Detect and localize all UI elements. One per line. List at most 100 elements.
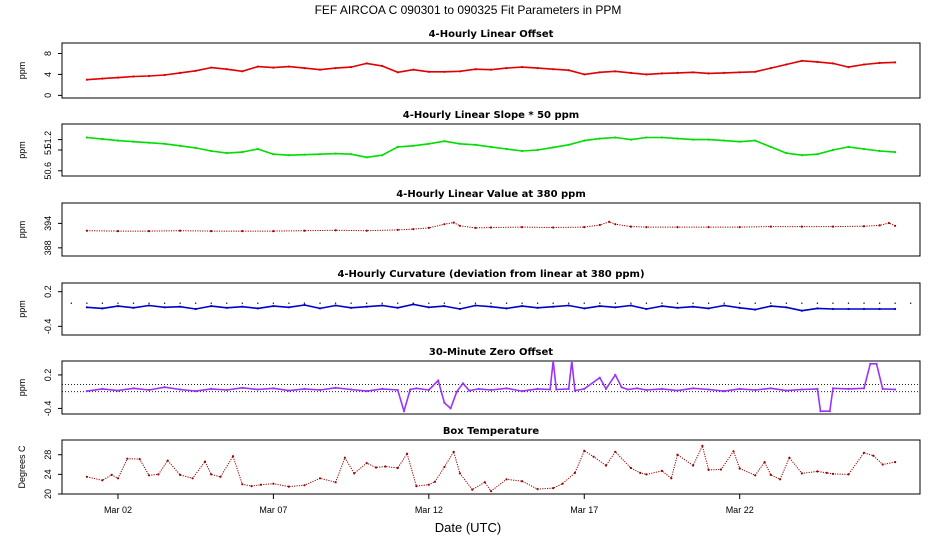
data-point <box>878 224 881 227</box>
data-point <box>163 386 166 389</box>
data-point <box>552 226 555 229</box>
reference-dot <box>288 302 290 304</box>
data-point <box>483 481 486 484</box>
reference-dot <box>428 302 430 304</box>
reference-dot <box>894 302 896 304</box>
data-point <box>334 67 337 70</box>
data-point <box>287 485 290 488</box>
data-point <box>598 71 601 74</box>
reference-dot <box>599 302 601 304</box>
data-point <box>881 387 884 390</box>
data-point <box>608 220 611 223</box>
data-point <box>660 305 664 308</box>
data-point <box>754 70 757 73</box>
data-point <box>85 390 88 393</box>
reference-dot <box>707 302 710 304</box>
data-point <box>474 304 477 307</box>
data-point <box>505 478 508 481</box>
data-point <box>707 72 710 75</box>
data-point <box>723 139 726 142</box>
data-point <box>412 144 415 147</box>
data-point <box>452 450 455 453</box>
data-point <box>250 485 253 488</box>
reference-dot <box>785 302 788 304</box>
x-tick-label: Mar 17 <box>570 505 598 515</box>
data-point <box>847 387 850 390</box>
data-point <box>701 444 704 447</box>
data-point <box>862 451 866 454</box>
data-point <box>412 68 415 71</box>
data-point <box>645 388 648 392</box>
data-point <box>645 307 648 311</box>
y-tick-label: 24 <box>43 469 53 479</box>
data-point <box>645 226 648 229</box>
data-point <box>256 65 259 68</box>
data-point <box>353 472 356 475</box>
y-axis-label: ppm <box>17 141 27 159</box>
data-point <box>303 303 306 307</box>
reference-dot <box>816 302 819 304</box>
data-point <box>396 306 399 309</box>
data-point <box>272 66 275 69</box>
data-point <box>210 66 213 69</box>
data-point <box>449 407 452 410</box>
data-point <box>334 481 337 484</box>
data-point <box>552 146 555 149</box>
data-point <box>256 388 259 391</box>
data-point <box>769 305 772 308</box>
reference-dot <box>179 302 181 304</box>
data-point <box>536 148 539 152</box>
data-point <box>147 304 151 307</box>
data-point <box>670 477 673 480</box>
panel-frame <box>61 282 921 336</box>
data-point <box>604 464 608 467</box>
data-point <box>894 461 897 464</box>
panel-title: 4-Hourly Curvature (deviation from linea… <box>337 269 644 280</box>
data-point <box>194 307 197 311</box>
data-point <box>225 152 228 155</box>
data-point <box>639 471 642 474</box>
data-point <box>645 473 648 476</box>
data-point <box>785 152 788 155</box>
data-point <box>847 307 850 311</box>
panel-6: Box Temperature 20 24 28 Degrees C <box>17 426 921 499</box>
data-point <box>427 70 430 73</box>
data-point <box>505 147 508 151</box>
data-point <box>219 475 222 478</box>
data-point <box>210 149 213 153</box>
data-point <box>163 306 166 309</box>
data-point <box>396 71 399 74</box>
data-point <box>179 71 182 74</box>
data-point <box>381 304 384 307</box>
data-point <box>847 66 850 69</box>
data-point <box>132 75 135 78</box>
panel-1: 4-Hourly Linear Offset 0 4 8 ppm <box>17 29 921 99</box>
data-point <box>443 401 446 404</box>
data-point <box>788 456 791 459</box>
reference-dot <box>630 302 632 304</box>
data-point <box>116 76 120 79</box>
data-point <box>825 471 828 474</box>
data-point <box>894 307 897 311</box>
panel-title: 30-Minute Zero Offset <box>429 347 553 358</box>
panel-frame <box>61 360 921 415</box>
data-point <box>194 69 197 72</box>
data-point <box>878 307 881 311</box>
data-point <box>396 145 399 148</box>
data-point <box>157 473 160 476</box>
data-point <box>692 387 695 390</box>
series-line <box>86 221 896 232</box>
data-point <box>384 465 387 468</box>
data-point <box>272 482 275 485</box>
data-point <box>303 153 306 156</box>
data-point <box>303 387 306 390</box>
reference-dot <box>490 302 492 304</box>
data-point <box>101 387 104 390</box>
data-point <box>831 148 835 152</box>
y-tick-label: -0.4 <box>43 401 53 417</box>
data-point <box>412 303 415 306</box>
chart-title: FEF AIRCOA C 090301 to 090325 Fit Parame… <box>315 3 622 17</box>
reference-dot <box>459 302 461 304</box>
data-point <box>707 138 710 141</box>
data-point <box>287 389 290 392</box>
